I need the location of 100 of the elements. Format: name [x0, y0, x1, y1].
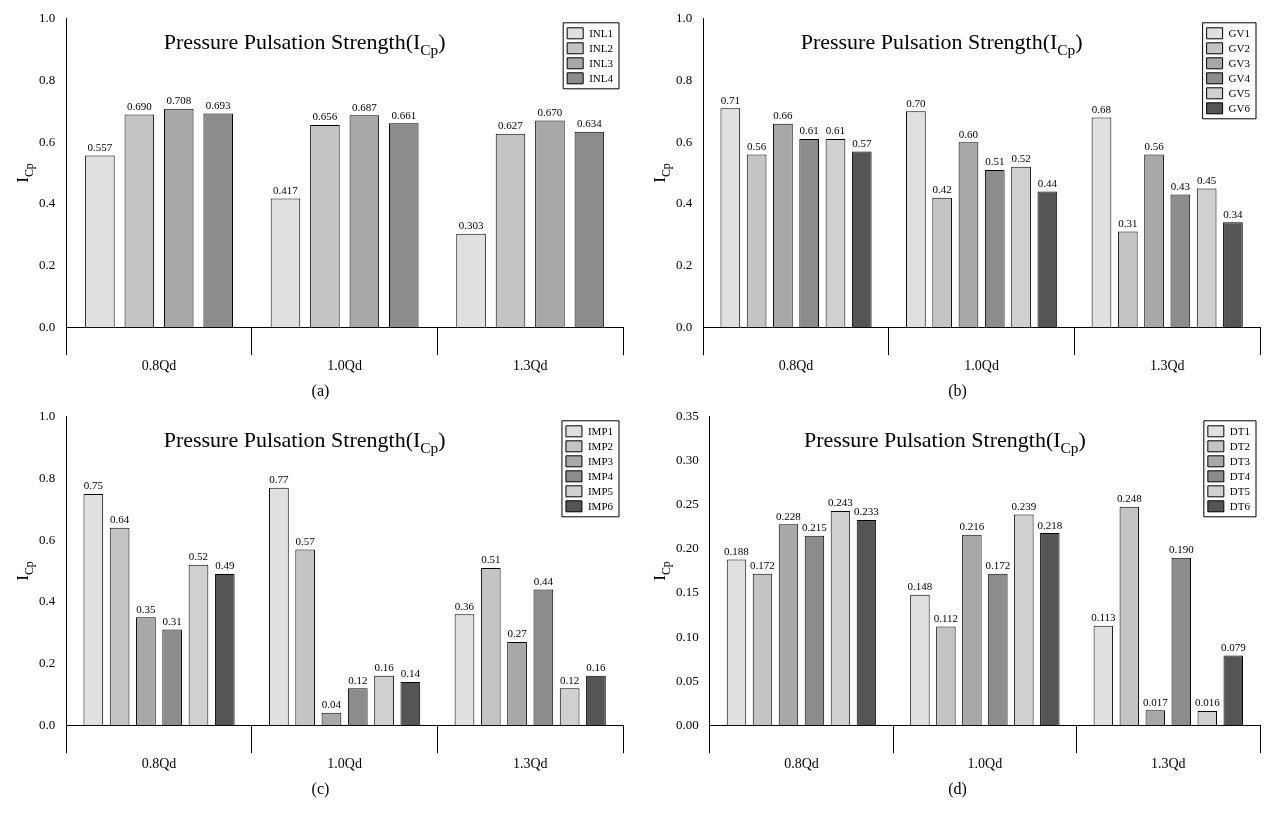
data-label: 0.16 [586, 661, 607, 674]
data-label: 0.708 [166, 94, 192, 107]
legend-label: INL1 [589, 26, 613, 39]
data-label: 0.64 [109, 513, 130, 526]
data-label: 0.12 [560, 673, 580, 686]
data-label: 0.634 [576, 117, 603, 130]
data-label: 0.27 [507, 627, 528, 640]
x-tick-label: 1.3Qd [1149, 358, 1185, 374]
data-label: 0.71 [720, 93, 740, 106]
data-label: 0.57 [295, 534, 316, 547]
data-label: 0.52 [188, 550, 209, 563]
data-label: 0.31 [1118, 216, 1138, 229]
legend-label: DT2 [1229, 439, 1251, 452]
data-label: 0.239 [1011, 500, 1037, 512]
y-tick-label: 0.2 [39, 654, 56, 670]
data-label: 0.303 [458, 219, 484, 232]
data-label: 0.079 [1220, 640, 1247, 653]
y-tick-label: 0.4 [676, 195, 693, 211]
legend-label: GV2 [1228, 41, 1250, 54]
y-tick-label: 0.2 [39, 256, 56, 272]
legend-label: INL3 [589, 56, 614, 69]
data-label: 0.68 [1091, 102, 1112, 115]
y-tick-label: 0.00 [676, 716, 699, 732]
data-label: 0.56 [1144, 139, 1165, 152]
x-tick-label: 1.0Qd [327, 756, 362, 772]
data-label: 0.45 [1197, 173, 1217, 186]
legend-label: DT5 [1229, 484, 1251, 497]
data-label: 0.661 [391, 108, 417, 121]
data-label: 0.52 [1011, 152, 1031, 165]
data-label: 0.12 [348, 673, 368, 686]
data-label: 0.218 [1037, 518, 1063, 531]
y-tick-label: 0.10 [676, 628, 699, 644]
data-label: 0.113 [1091, 611, 1116, 624]
data-label: 0.627 [498, 119, 524, 132]
x-tick-label: 0.8Qd [141, 756, 177, 772]
legend-label: IMP2 [587, 439, 613, 452]
data-label: 0.60 [958, 127, 979, 140]
data-label: 0.693 [205, 98, 232, 111]
data-label: 0.112 [933, 611, 959, 624]
data-label: 0.690 [126, 99, 153, 112]
data-label: 0.49 [215, 559, 235, 572]
y-tick-label: 0.15 [676, 584, 699, 600]
data-label: 0.017 [1142, 695, 1169, 708]
y-tick-label: 1.0 [676, 10, 693, 26]
y-axis-title: ICp [650, 163, 674, 183]
data-label: 0.417 [273, 183, 299, 196]
legend-label: DT1 [1229, 424, 1251, 437]
data-label: 0.44 [1037, 176, 1058, 189]
legend-label: GV1 [1228, 26, 1250, 39]
y-tick-label: 0.20 [676, 540, 699, 556]
text: (a) [310, 382, 331, 400]
data-label: 0.77 [269, 473, 290, 486]
data-label: 0.31 [162, 614, 182, 627]
y-axis-title: ICp [13, 561, 37, 581]
y-tick-label: 0.6 [39, 133, 56, 149]
data-label: 0.687 [351, 100, 378, 113]
x-tick-label: 0.8Qd [778, 358, 814, 374]
x-tick-label: 0.8Qd [141, 358, 177, 374]
data-label: 0.61 [825, 124, 846, 137]
y-tick-label: 0.0 [39, 716, 56, 732]
y-tick-label: 0.6 [676, 133, 693, 149]
data-label: 0.190 [1168, 543, 1195, 556]
data-label: 0.75 [83, 479, 104, 492]
text: (b) [947, 382, 968, 400]
y-tick-label: 0.05 [676, 672, 699, 688]
data-label: 0.70 [906, 96, 927, 109]
data-label: 0.248 [1116, 492, 1143, 505]
data-label: 0.188 [724, 544, 750, 557]
data-label: 0.44 [533, 574, 554, 587]
legend-label: IMP3 [587, 454, 614, 467]
legend-label: GV6 [1228, 101, 1251, 114]
data-label: 0.148 [907, 580, 933, 593]
y-tick-label: 0.6 [39, 531, 56, 547]
data-label: 0.61 [799, 124, 819, 137]
data-label: 0.172 [750, 559, 775, 572]
data-label: 0.215 [802, 521, 828, 534]
data-label: 0.216 [959, 520, 985, 533]
data-label: 0.43 [1170, 179, 1191, 192]
x-tick-label: 1.0Qd [327, 358, 362, 374]
y-axis-title: ICp [650, 561, 674, 581]
legend-label: GV3 [1228, 56, 1251, 69]
data-label: 0.16 [374, 661, 395, 674]
y-tick-label: 0.0 [39, 318, 56, 334]
legend-label: INL2 [589, 41, 613, 54]
data-label: 0.42 [932, 183, 952, 196]
x-tick-label: 1.3Qd [512, 358, 548, 374]
y-tick-label: 0.2 [676, 256, 693, 272]
data-label: 0.35 [136, 602, 157, 615]
data-label: 0.233 [854, 505, 880, 518]
y-tick-label: 0.8 [39, 469, 56, 485]
text: (d) [947, 780, 968, 798]
text: (c) [310, 780, 331, 798]
legend-label: DT4 [1229, 469, 1251, 482]
legend-label: IMP1 [587, 424, 613, 437]
y-tick-label: 0.0 [676, 318, 693, 334]
y-tick-label: 0.4 [39, 195, 56, 211]
x-tick-label: 0.8Qd [784, 756, 819, 772]
data-label: 0.66 [773, 109, 794, 122]
data-label: 0.016 [1194, 696, 1221, 709]
data-label: 0.656 [312, 110, 338, 123]
